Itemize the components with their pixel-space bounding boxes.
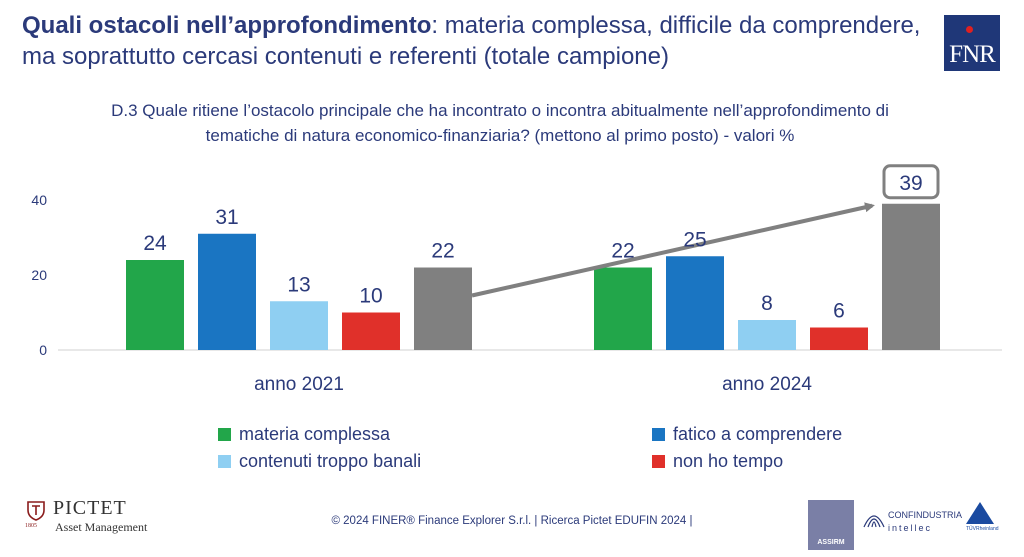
trend-arrow bbox=[471, 202, 875, 298]
bar bbox=[594, 267, 652, 350]
tuv-label: TÜVRheinland bbox=[966, 526, 999, 532]
title-bold: Quali ostacoli nell’approfondimento bbox=[22, 12, 432, 39]
footer-copyright: © 2024 FINER® Finance Explorer S.r.l. | … bbox=[331, 515, 693, 527]
data-label: 10 bbox=[359, 285, 382, 308]
title-rest: : materia complessa, difficile da compre… bbox=[22, 12, 921, 70]
legend-swatch-green bbox=[218, 428, 231, 441]
bar bbox=[342, 312, 400, 350]
bar bbox=[738, 320, 796, 350]
data-label: 25 bbox=[683, 228, 706, 251]
confindustria-line2: intellec bbox=[888, 523, 933, 533]
confindustria-line1: CONFINDUSTRIA bbox=[888, 510, 962, 520]
legend-label: materia complessa bbox=[239, 424, 391, 444]
highlight-box bbox=[882, 164, 940, 200]
data-label: 6 bbox=[833, 300, 845, 323]
page-title: Quali ostacoli nell’approfondimento: mat… bbox=[22, 10, 922, 72]
data-label: 39 bbox=[899, 172, 922, 195]
bar bbox=[270, 301, 328, 350]
category-label: anno 2021 bbox=[254, 374, 344, 395]
legend-label: non ho tempo bbox=[673, 451, 784, 471]
data-label: 24 bbox=[143, 232, 167, 255]
pictet-name: PICTET bbox=[53, 497, 127, 519]
data-label: 31 bbox=[215, 206, 238, 229]
fnr-logo: FNR bbox=[944, 15, 1000, 71]
y-tick-label: 0 bbox=[39, 342, 47, 358]
legend-item-contenuti: contenuti troppo banali bbox=[218, 451, 421, 472]
pictet-year: 1805 bbox=[25, 523, 37, 529]
tuv-logo: TÜVRheinland bbox=[966, 502, 999, 550]
tuv-triangle-icon bbox=[966, 502, 994, 524]
data-label: 22 bbox=[431, 240, 454, 263]
question-line-2: tematiche di natura economico-finanziari… bbox=[205, 126, 795, 145]
legend-swatch-lightblue bbox=[218, 455, 231, 468]
legend-swatch-red bbox=[652, 455, 665, 468]
bar-chart: 0 20 40 anno 2021 anno 2024 24 22 31 25 13 8 10 6 22 3… bbox=[31, 164, 1002, 395]
pictet-crest-icon bbox=[27, 501, 45, 521]
legend-item-non-ho-tempo: non ho tempo bbox=[652, 451, 783, 472]
legend-item-fatico: fatico a comprendere bbox=[652, 424, 842, 445]
y-tick-label: 20 bbox=[31, 267, 47, 283]
bar bbox=[198, 233, 256, 350]
logo-text: FNR bbox=[949, 41, 996, 68]
data-label: 8 bbox=[761, 292, 773, 315]
legend-label: contenuti troppo banali bbox=[239, 451, 422, 471]
assirm-label: ASSIRM bbox=[817, 539, 845, 546]
bar bbox=[810, 327, 868, 350]
logo-dot-icon bbox=[966, 26, 973, 33]
y-tick-label: 40 bbox=[31, 192, 47, 208]
assirm-logo: ASSIRM bbox=[808, 500, 854, 550]
legend-swatch-blue bbox=[652, 428, 665, 441]
confindustria-mark-icon bbox=[863, 515, 885, 528]
question-line-1: D.3 Quale ritiene l’ostacolo principale … bbox=[111, 101, 889, 120]
data-label: 13 bbox=[287, 273, 310, 296]
legend-label: fatico a comprendere bbox=[673, 424, 843, 444]
category-label: anno 2024 bbox=[722, 374, 812, 395]
pictet-subtitle: Asset Management bbox=[55, 520, 148, 534]
bar bbox=[126, 260, 184, 350]
question-text: D.3 Quale ritiene l’ostacolo principale … bbox=[30, 98, 970, 148]
bar bbox=[666, 256, 724, 350]
data-label: 22 bbox=[611, 240, 634, 263]
legend-item-materia-complessa: materia complessa bbox=[218, 424, 390, 445]
bar bbox=[414, 267, 472, 350]
bar bbox=[882, 203, 940, 350]
